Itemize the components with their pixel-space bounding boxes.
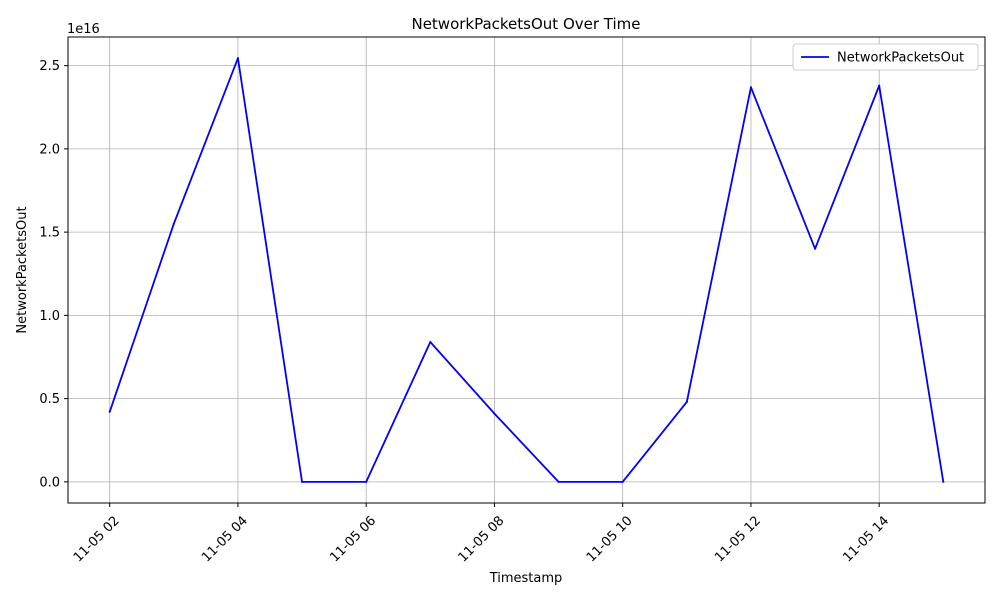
legend-entry-networkpacketsout: NetworkPacketsOut: [837, 51, 964, 66]
data-point: [749, 86, 752, 89]
data-point: [493, 412, 496, 415]
x-axis-label: Timestamp: [489, 571, 563, 586]
y-tick-label: 1.0: [39, 309, 60, 324]
data-point: [172, 222, 175, 225]
data-point: [685, 400, 688, 403]
axes-frame: [67, 36, 986, 504]
y-offset-label: 1e16: [67, 22, 100, 37]
series-group: [108, 57, 945, 483]
data-point: [365, 480, 368, 483]
y-tick-label: 1.5: [39, 226, 60, 241]
chart-title: NetworkPacketsOut Over Time: [411, 15, 640, 33]
y-tick-label: 2.0: [39, 142, 60, 157]
data-point: [236, 57, 239, 60]
y-axis-label: NetworkPacketsOut: [15, 206, 30, 333]
data-point: [814, 247, 817, 250]
y-ticks: 0.0 0.5 1.0 1.5 2.0 2.5: [39, 59, 68, 490]
y-tick-label: 0.5: [39, 392, 60, 407]
y-tick-label: 0.0: [39, 475, 60, 490]
data-point: [878, 84, 881, 87]
legend-box: [792, 43, 979, 71]
data-point: [557, 480, 560, 483]
series-line-networkpacketsout: [108, 57, 945, 483]
data-point: [621, 480, 624, 483]
data-point: [429, 341, 432, 344]
y-tick-label: 2.5: [39, 59, 60, 74]
data-point: [108, 410, 111, 413]
data-point: [301, 480, 304, 483]
data-point: [942, 480, 945, 483]
legend: NetworkPacketsOut: [792, 43, 979, 71]
